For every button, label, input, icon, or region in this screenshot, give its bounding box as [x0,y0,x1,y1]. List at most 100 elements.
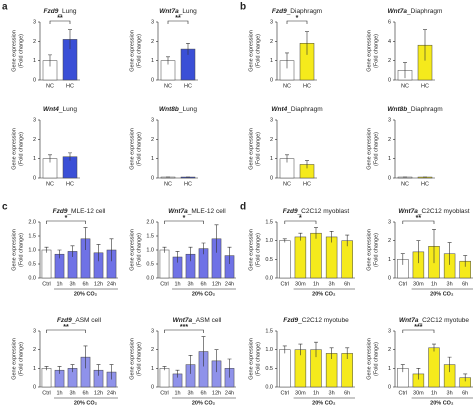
y-tick-label: 2 [151,347,154,353]
x-tick-label: 3h [447,281,453,287]
y-tick-label: 0.5 [265,257,273,263]
y-axis-label: (Fold change) [373,233,379,267]
error-bar [96,244,101,262]
x-tick-label: Ctrl [399,281,408,287]
error-bar [329,347,334,359]
title-gene: Wnt4 [271,106,287,113]
error-bar [109,238,114,262]
y-axis-label: Gene expression [366,338,372,380]
x-tick-label: HC [303,83,311,89]
error-bar [282,238,287,243]
y-axis-label: (Fold change) [18,233,24,267]
title-suffix: _MLE-12 cell [187,208,226,215]
title-gene: Wnt4 [43,106,59,113]
significance-bracket [167,20,189,24]
y-tick-label: 1 [33,366,36,372]
y-tick-label: 3 [33,19,36,25]
error-bar [282,345,287,354]
panel-label: c [2,202,8,213]
error-bar [57,366,62,374]
bar [325,236,338,279]
title-suffix: _Diaphragm [286,106,322,113]
x-tick-label: 1h [431,390,437,396]
y-tick-label: 0 [33,384,36,390]
title-gene: Wnt7a [399,317,419,324]
y-tick-label: 0 [388,175,391,181]
y-axis-label: (Fold change) [255,132,261,166]
significance-label: ** [175,15,181,22]
y-tick-label: 2 [270,39,273,45]
y-axis-label: Gene expression [248,338,254,380]
chart-title: Fzd9_ASM cell [57,317,102,324]
x-tick-label: HC [66,83,74,89]
x-tick-label: HC [184,83,192,89]
y-axis-label: Gene expression [129,229,135,271]
chart-title: Fzd9_Lung [44,8,77,15]
error-bar [162,366,167,371]
group-label: 20% CO₂ [74,400,98,406]
x-tick-label: 24h [225,281,234,287]
error-bar [345,234,350,247]
y-tick-label: 1 [151,156,154,162]
y-tick-label: 1 [270,156,273,162]
error-bar [186,42,190,55]
significance-label: ** [416,215,422,222]
bar [159,249,170,279]
y-tick-label: 1 [33,156,36,162]
error-bar [285,154,289,163]
y-tick-label: 1.0 [28,247,36,253]
chart-title: Wnt7a_C2C12 myotube [399,317,469,324]
bar [41,368,52,388]
title-suffix: _Lung [178,8,197,15]
x-tick-label: NC [401,181,409,187]
error-bar [227,246,232,264]
y-tick-label: 3 [388,219,391,225]
chart-title: Wnt7a_Lung [159,8,197,15]
group-label: 20% CO₂ [192,400,216,406]
y-axis-label: (Fold change) [255,342,261,376]
error-bar [166,56,170,65]
y-axis-label: (Fold change) [18,132,24,166]
significance-bracket [164,329,204,333]
y-tick-label: 3 [151,328,154,334]
y-tick-label: 0.5 [265,366,273,372]
x-tick-label: 1h [431,281,437,287]
y-axis-label: (Fold change) [18,342,24,376]
y-tick-label: 1 [151,366,154,372]
error-bar [423,29,427,61]
y-axis-label: Gene expression [11,30,17,72]
x-tick-label: 6h [82,281,88,287]
error-bar [463,373,468,382]
y-tick-label: 1.5 [265,328,273,334]
y-tick-label: 0 [33,175,36,181]
y-axis-label: (Fold change) [136,132,142,166]
y-axis-label: Gene expression [366,30,372,72]
significance-label: *** [180,324,188,331]
bar [41,249,52,279]
y-tick-label: 1.0 [146,247,154,253]
group-label: 20% CO₂ [74,291,98,297]
y-axis-label: (Fold change) [136,233,142,267]
x-tick-label: 24h [225,390,234,396]
bar [279,349,291,388]
y-tick-label: 3 [33,328,36,334]
title-suffix: _MLE-12 cell [66,208,105,215]
x-tick-label: 6h [82,390,88,396]
x-tick-label: Ctrl [160,390,169,396]
significance-bracket [402,329,435,333]
x-tick-label: 6h [462,281,468,287]
title-suffix: _Lung [58,106,77,113]
x-tick-label: 6h [200,390,206,396]
y-axis-label: Gene expression [248,128,254,170]
chart-title: Wnt7a_C2C12 myoblast [398,208,469,215]
x-tick-label: NC [164,83,172,89]
y-tick-label: 2 [270,137,273,143]
significance-label: * [299,215,302,222]
x-tick-label: 3h [329,390,335,396]
significance-label: * [65,215,68,222]
error-bar [285,52,289,69]
y-axis-label: Gene expression [11,128,17,170]
y-tick-label: 1.0 [265,347,273,353]
y-tick-label: 2 [151,39,154,45]
